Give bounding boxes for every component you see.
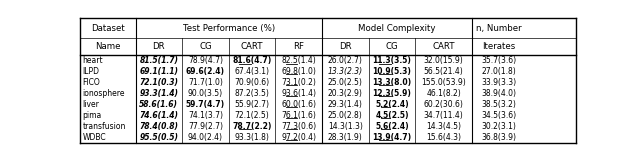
Text: 93.3(1.8): 93.3(1.8) — [235, 132, 269, 142]
Text: 97.2(0.4): 97.2(0.4) — [281, 132, 316, 142]
Text: CART: CART — [241, 42, 264, 51]
Text: 87.2(3.5): 87.2(3.5) — [235, 89, 269, 98]
Text: CART: CART — [432, 42, 455, 51]
Text: 81.5(1.7): 81.5(1.7) — [140, 56, 179, 65]
Text: heart: heart — [83, 56, 103, 65]
Text: 28.3(1.9): 28.3(1.9) — [328, 132, 363, 142]
Text: 46.1(8.2): 46.1(8.2) — [426, 89, 461, 98]
Text: 25.0(2.5): 25.0(2.5) — [328, 78, 363, 87]
Text: 36.8(3.9): 36.8(3.9) — [482, 132, 516, 142]
Text: 35.7(3.6): 35.7(3.6) — [481, 56, 516, 65]
Text: 10.9(5.3): 10.9(5.3) — [372, 67, 412, 76]
Text: 60.2(30.6): 60.2(30.6) — [424, 100, 463, 109]
Text: 78.4(0.8): 78.4(0.8) — [140, 122, 179, 131]
Text: 77.3(0.6): 77.3(0.6) — [281, 122, 316, 131]
Text: 15.6(4.3): 15.6(4.3) — [426, 132, 461, 142]
Text: 58.6(1.6): 58.6(1.6) — [140, 100, 179, 109]
Text: 29.3(1.4): 29.3(1.4) — [328, 100, 363, 109]
Text: 59.7(4.7): 59.7(4.7) — [186, 100, 225, 109]
Text: 30.2(3.1): 30.2(3.1) — [482, 122, 516, 131]
Text: 72.1(0.3): 72.1(0.3) — [140, 78, 179, 87]
Text: 73.1(0.2): 73.1(0.2) — [282, 78, 316, 87]
Text: 13.3(8.0): 13.3(8.0) — [372, 78, 412, 87]
Text: 27.0(1.8): 27.0(1.8) — [482, 67, 516, 76]
Text: 81.6(4.7): 81.6(4.7) — [232, 56, 272, 65]
Text: 155.0(53.9): 155.0(53.9) — [421, 78, 466, 87]
Text: 11.3(3.5): 11.3(3.5) — [372, 56, 412, 65]
Text: 69.8(1.0): 69.8(1.0) — [282, 67, 316, 76]
Text: 69.1(1.1): 69.1(1.1) — [140, 67, 179, 76]
Text: 69.6(2.4): 69.6(2.4) — [186, 67, 225, 76]
Text: 60.0(1.6): 60.0(1.6) — [281, 100, 316, 109]
Text: ILPD: ILPD — [83, 67, 99, 76]
Text: 55.9(2.7): 55.9(2.7) — [235, 100, 269, 109]
Text: 77.9(2.7): 77.9(2.7) — [188, 122, 223, 131]
Text: 71.7(1.0): 71.7(1.0) — [188, 78, 223, 87]
Text: 5.6(2.4): 5.6(2.4) — [375, 122, 409, 131]
Text: Test Performance (%): Test Performance (%) — [183, 24, 275, 33]
Text: DR: DR — [152, 42, 165, 51]
Text: Model Complexity: Model Complexity — [358, 24, 436, 33]
Text: 93.3(1.4): 93.3(1.4) — [140, 89, 179, 98]
Text: 76.1(1.6): 76.1(1.6) — [282, 111, 316, 120]
Text: transfusion: transfusion — [83, 122, 126, 131]
Text: Dataset: Dataset — [91, 24, 125, 33]
Text: CG: CG — [386, 42, 398, 51]
Text: 12.3(5.9): 12.3(5.9) — [372, 89, 412, 98]
Text: 56.5(21.4): 56.5(21.4) — [424, 67, 463, 76]
Text: 82.5(1.4): 82.5(1.4) — [282, 56, 316, 65]
Text: 26.0(2.7): 26.0(2.7) — [328, 56, 363, 65]
Text: CG: CG — [199, 42, 212, 51]
Text: 38.9(4.0): 38.9(4.0) — [482, 89, 516, 98]
Text: DR: DR — [339, 42, 351, 51]
Text: 20.3(2.9): 20.3(2.9) — [328, 89, 363, 98]
Text: liver: liver — [83, 100, 99, 109]
Text: Iterates: Iterates — [483, 42, 516, 51]
Text: RF: RF — [293, 42, 304, 51]
Text: 14.3(4.5): 14.3(4.5) — [426, 122, 461, 131]
Text: 90.0(3.5): 90.0(3.5) — [188, 89, 223, 98]
Text: 32.0(15.9): 32.0(15.9) — [424, 56, 463, 65]
Text: 78.9(4.7): 78.9(4.7) — [188, 56, 223, 65]
Text: pima: pima — [83, 111, 102, 120]
Text: n, Number: n, Number — [476, 24, 522, 33]
Text: 70.9(0.6): 70.9(0.6) — [234, 78, 269, 87]
Text: Name: Name — [95, 42, 120, 51]
Text: 74.6(1.4): 74.6(1.4) — [140, 111, 179, 120]
Text: WDBC: WDBC — [83, 132, 106, 142]
Text: 25.0(2.8): 25.0(2.8) — [328, 111, 363, 120]
Text: 74.1(3.7): 74.1(3.7) — [188, 111, 223, 120]
Text: 13.3(2.3): 13.3(2.3) — [328, 67, 363, 76]
Text: FICO: FICO — [83, 78, 100, 87]
Text: 4.5(2.5): 4.5(2.5) — [375, 111, 409, 120]
Text: 72.1(2.5): 72.1(2.5) — [235, 111, 269, 120]
Text: 34.7(11.4): 34.7(11.4) — [424, 111, 463, 120]
Text: 33.9(3.3): 33.9(3.3) — [481, 78, 516, 87]
Text: 94.0(2.4): 94.0(2.4) — [188, 132, 223, 142]
Text: 93.6(1.4): 93.6(1.4) — [281, 89, 316, 98]
Text: 5.2(2.4): 5.2(2.4) — [375, 100, 409, 109]
Text: 67.4(3.1): 67.4(3.1) — [235, 67, 269, 76]
Text: ionosphere: ionosphere — [83, 89, 125, 98]
Text: 14.3(1.3): 14.3(1.3) — [328, 122, 363, 131]
Text: 34.5(3.6): 34.5(3.6) — [481, 111, 516, 120]
Text: 95.5(0.5): 95.5(0.5) — [140, 132, 179, 142]
Text: 38.5(3.2): 38.5(3.2) — [482, 100, 516, 109]
Text: 13.9(4.7): 13.9(4.7) — [372, 132, 412, 142]
Text: 78.7(2.2): 78.7(2.2) — [232, 122, 272, 131]
